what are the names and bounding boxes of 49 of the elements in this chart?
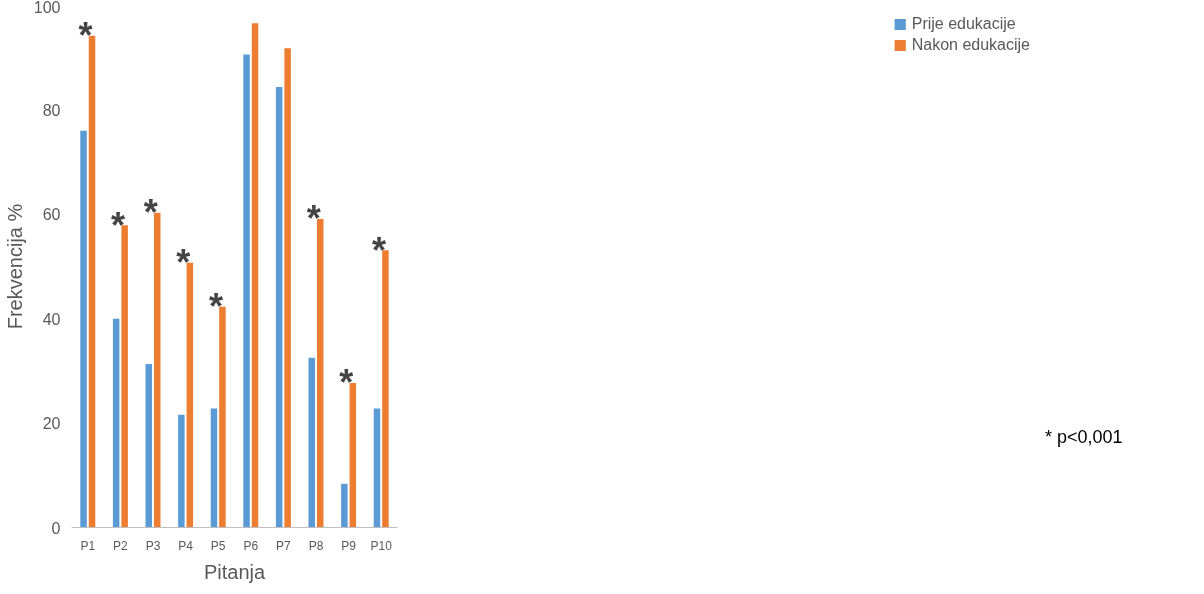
x-tick-label: P1 bbox=[80, 538, 96, 553]
bar bbox=[251, 23, 259, 528]
bar bbox=[88, 35, 96, 528]
y-tick-label: 0 bbox=[51, 519, 61, 537]
annotation: * bbox=[143, 192, 158, 234]
annotation: * bbox=[339, 362, 354, 404]
y-axis-title: Frekvencija % bbox=[3, 203, 26, 330]
x-tick-label: P5 bbox=[210, 538, 226, 553]
bar bbox=[80, 130, 87, 528]
bar bbox=[121, 225, 128, 528]
annotation: * bbox=[78, 15, 93, 57]
x-tick-label: P3 bbox=[145, 538, 161, 553]
bar bbox=[145, 364, 153, 528]
bar bbox=[186, 262, 194, 528]
bar bbox=[373, 408, 381, 528]
bar bbox=[284, 48, 291, 528]
annotation: * bbox=[176, 242, 191, 284]
y-tick-label: 20 bbox=[42, 415, 61, 433]
annotation: * bbox=[306, 198, 321, 240]
bar bbox=[275, 86, 283, 528]
bar bbox=[382, 250, 389, 528]
bar bbox=[153, 212, 161, 528]
x-tick-label: P4 bbox=[178, 538, 194, 553]
legend-label: Prije edukacije bbox=[911, 15, 1016, 33]
x-axis-title: Pitanja bbox=[203, 560, 266, 583]
x-tick-label: P8 bbox=[308, 538, 324, 553]
annotation: * bbox=[371, 229, 386, 271]
bar bbox=[349, 382, 357, 528]
annotation: * bbox=[208, 286, 223, 328]
bar bbox=[308, 357, 316, 528]
y-tick-label: 80 bbox=[42, 101, 61, 119]
x-tick-label: P2 bbox=[113, 538, 129, 553]
y-tick-label: 60 bbox=[42, 206, 61, 224]
legend-label: Nakon edukacije bbox=[911, 36, 1030, 54]
bar bbox=[178, 414, 185, 528]
y-tick-label: 40 bbox=[42, 310, 61, 328]
bar bbox=[341, 483, 348, 528]
x-tick-label: P7 bbox=[276, 538, 292, 553]
bar bbox=[219, 306, 226, 528]
x-tick-label: P9 bbox=[341, 538, 357, 553]
x-tick-label: P10 bbox=[370, 538, 393, 553]
y-tick-label: 100 bbox=[33, 0, 61, 16]
annotation: * bbox=[111, 204, 126, 246]
x-tick-label: P6 bbox=[243, 538, 259, 553]
bar bbox=[316, 219, 324, 528]
bar bbox=[210, 408, 218, 528]
text: * p<0,001 bbox=[1045, 426, 1123, 449]
bar bbox=[112, 318, 120, 528]
bar bbox=[243, 54, 250, 528]
